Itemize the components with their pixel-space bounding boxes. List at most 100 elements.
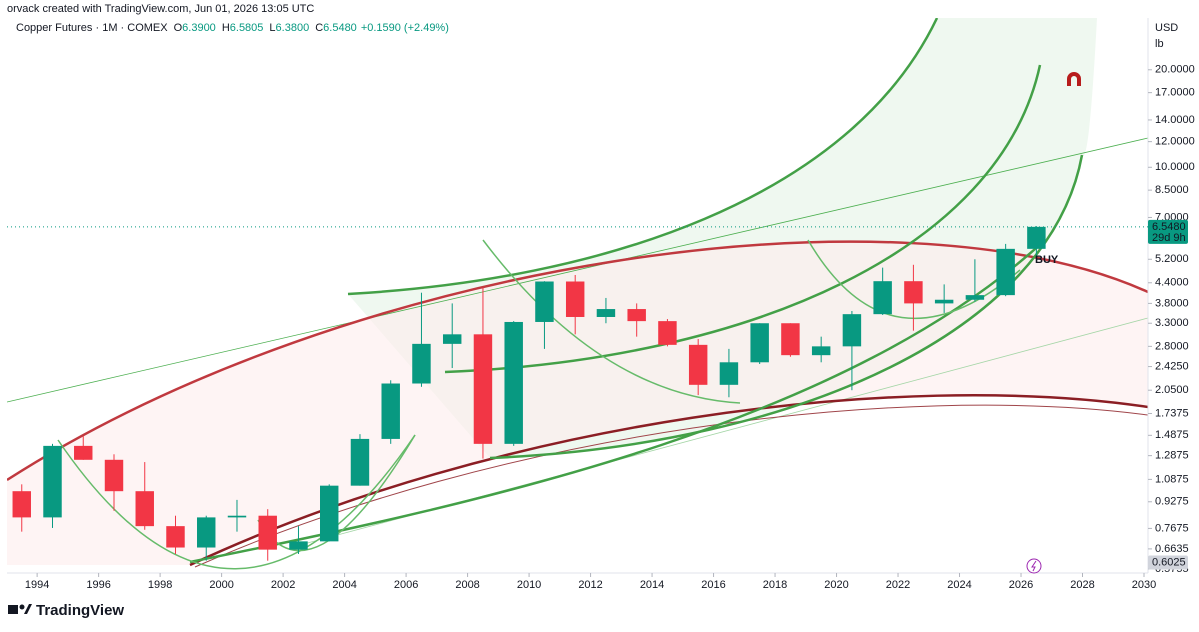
- candle-body: [258, 515, 277, 550]
- x-tick-label: 2020: [824, 579, 848, 591]
- logo-text: TradingView: [36, 602, 124, 619]
- plot: [12, 226, 1046, 561]
- legend-item: 6.3900: [182, 22, 216, 34]
- candle-body: [842, 314, 862, 347]
- candle-body: [965, 295, 985, 300]
- x-tick-label: 2006: [394, 579, 418, 591]
- credit: orvack created with TradingView.com, Jun…: [7, 3, 314, 15]
- currency: USD: [1155, 22, 1178, 34]
- x-tick-label: 2012: [578, 579, 602, 591]
- x-tick-label: 2014: [640, 579, 664, 591]
- candle-body: [904, 281, 923, 304]
- x-tick-label: 2030: [1132, 579, 1156, 591]
- candle-body: [104, 459, 124, 492]
- x-tick-label: 2000: [209, 579, 233, 591]
- candle-body: [1027, 226, 1046, 249]
- trend-line: [7, 137, 1148, 403]
- y-tick-label: 2.0500: [1155, 384, 1189, 396]
- y-tick-label: 2.4250: [1155, 360, 1189, 372]
- unit: lb: [1155, 38, 1164, 50]
- red-zone: [7, 241, 1148, 565]
- y-tick-label: 10.0000: [1155, 161, 1195, 173]
- x-tick-label: 2010: [517, 579, 541, 591]
- candle-body: [74, 445, 93, 460]
- x-tick-label: 2018: [763, 579, 787, 591]
- candle-body: [565, 281, 585, 317]
- x-tick-label: 2024: [947, 579, 971, 591]
- y-tick-label: 4.4000: [1155, 277, 1189, 289]
- green-arc: [444, 64, 1042, 374]
- legend-item: +0.1590 (+2.49%): [361, 22, 449, 34]
- candle-body: [719, 362, 739, 385]
- y-tick-label: 12.0000: [1155, 136, 1195, 148]
- magnet-icon: [1067, 72, 1081, 86]
- candle-body: [934, 299, 954, 304]
- y-tick-label: 8.5000: [1155, 184, 1189, 196]
- green-arc: [347, 18, 939, 296]
- y-tick-label: 0.6635: [1155, 543, 1189, 555]
- candle-body: [535, 281, 554, 322]
- candle-body: [289, 541, 308, 550]
- x-tick-label: 2016: [701, 579, 725, 591]
- annotation: BUY: [1035, 254, 1059, 266]
- y-tick-label: 1.4875: [1155, 429, 1189, 441]
- x-tick-label: 1994: [25, 579, 49, 591]
- legend-item: 6.3800: [276, 22, 310, 34]
- candle-body: [873, 281, 892, 315]
- x-tick-label: 2026: [1009, 579, 1033, 591]
- price-badge-label: 6.5480: [1152, 221, 1186, 233]
- legend-item: C: [315, 22, 323, 34]
- candle-body: [442, 334, 462, 344]
- legend-item: L: [269, 22, 275, 34]
- green-parabola: [807, 239, 1021, 320]
- candle-body: [197, 517, 216, 548]
- candle-body: [350, 438, 370, 486]
- candle-body: [627, 309, 646, 322]
- candle-body: [596, 309, 616, 317]
- y-tick-label: 1.7375: [1155, 407, 1189, 419]
- candle-body: [412, 343, 431, 384]
- x-tick-label: 2004: [332, 579, 356, 591]
- y-tick-label: 0.7675: [1155, 522, 1189, 534]
- x-tick-label: 2028: [1070, 579, 1094, 591]
- event-icon: [1031, 560, 1037, 572]
- x-tick-label: 2022: [886, 579, 910, 591]
- candle-body: [658, 321, 677, 345]
- candle-body: [135, 491, 154, 527]
- y-tick-label: 1.0875: [1155, 473, 1189, 485]
- candle-body: [996, 248, 1015, 296]
- y-tick-label: 0.9275: [1155, 496, 1189, 508]
- y-tick-label: 17.0000: [1155, 87, 1195, 99]
- price-badge: [1148, 219, 1188, 244]
- candle-body: [381, 383, 400, 439]
- y-tick-label: 3.8000: [1155, 297, 1189, 309]
- y-tick-label: 2.8000: [1155, 340, 1189, 352]
- legend-item: O: [174, 22, 183, 34]
- legend-item: H: [222, 22, 230, 34]
- candle-body: [319, 485, 339, 542]
- green-arc: [489, 154, 1084, 460]
- candle-body: [227, 515, 247, 518]
- candle-body: [750, 323, 769, 363]
- x-tick-label: 2008: [455, 579, 479, 591]
- green-parabola: [482, 239, 741, 404]
- price-badge-label: 0.6025: [1152, 556, 1186, 568]
- y-tick-label: 1.2875: [1155, 450, 1189, 462]
- legend-item: 6.5480: [323, 22, 357, 34]
- legend-item: Copper Futures · 1M · COMEX: [16, 22, 168, 34]
- candle-body: [43, 445, 62, 518]
- candle-body: [811, 346, 831, 356]
- x-tick-label: 1998: [148, 579, 172, 591]
- y-tick-label: 14.0000: [1155, 114, 1195, 126]
- price-countdown: 29d 9h: [1152, 232, 1186, 244]
- candle-body: [781, 323, 800, 356]
- y-tick-label: 5.2000: [1155, 253, 1189, 265]
- price-badge: [1148, 555, 1188, 570]
- legend-item: 6.5805: [230, 22, 264, 34]
- candle-body: [473, 334, 493, 444]
- y-tick-label: 20.0000: [1155, 64, 1195, 76]
- legend: Copper Futures · 1M · COMEX O6.3900 H6.580…: [16, 22, 449, 34]
- logo: TradingView: [8, 602, 124, 619]
- x-tick-label: 2002: [271, 579, 295, 591]
